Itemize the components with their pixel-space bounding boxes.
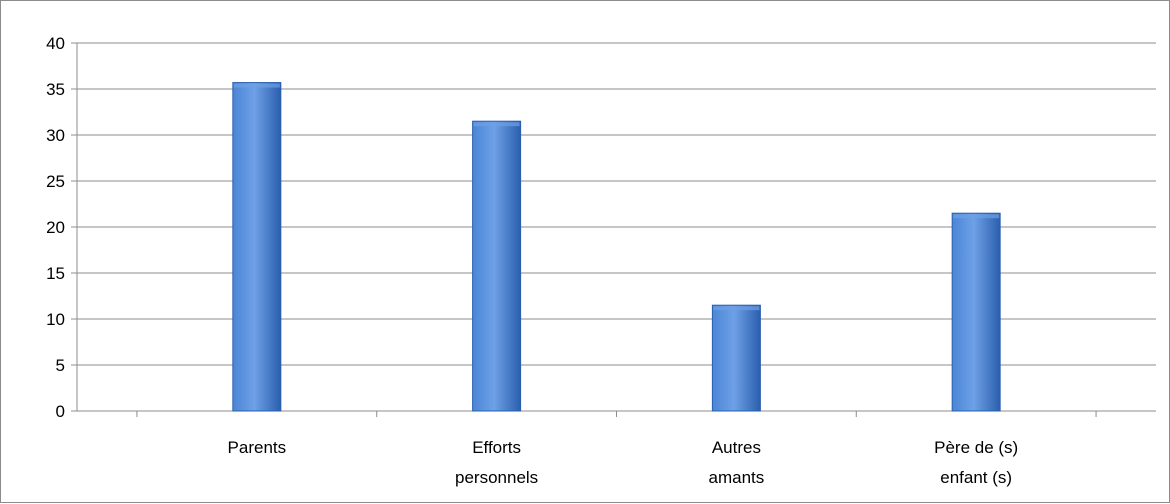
- y-tick-label: 5: [56, 356, 65, 375]
- y-tick-label: 40: [46, 34, 65, 53]
- y-tick-label: 15: [46, 264, 65, 283]
- bar: [472, 120, 522, 412]
- category-label: Autres: [712, 438, 761, 457]
- bar-highlight: [473, 122, 520, 127]
- category-label: Efforts: [472, 438, 521, 457]
- y-tick-label: 10: [46, 310, 65, 329]
- bar: [711, 304, 761, 412]
- y-tick-label: 30: [46, 126, 65, 145]
- y-tick-labels: 0 5 10 15 20 25 30 35 40: [46, 34, 65, 421]
- bar: [951, 212, 1001, 412]
- category-labels: Parents Efforts personnels Autres amants Père…: [228, 438, 1019, 487]
- category-label: Père de (s): [934, 438, 1018, 457]
- y-tick-label: 0: [56, 402, 65, 421]
- bar-highlight: [713, 306, 760, 311]
- bar-highlight: [233, 83, 280, 88]
- category-label: personnels: [455, 468, 538, 487]
- y-tick-label: 20: [46, 218, 65, 237]
- category-label: amants: [709, 468, 765, 487]
- category-label: Parents: [228, 438, 287, 457]
- y-tick-label: 25: [46, 172, 65, 191]
- category-label: enfant (s): [940, 468, 1012, 487]
- bar: [232, 82, 282, 412]
- y-tick-label: 35: [46, 80, 65, 99]
- bars: [232, 82, 1001, 412]
- bar-highlight: [953, 214, 1000, 219]
